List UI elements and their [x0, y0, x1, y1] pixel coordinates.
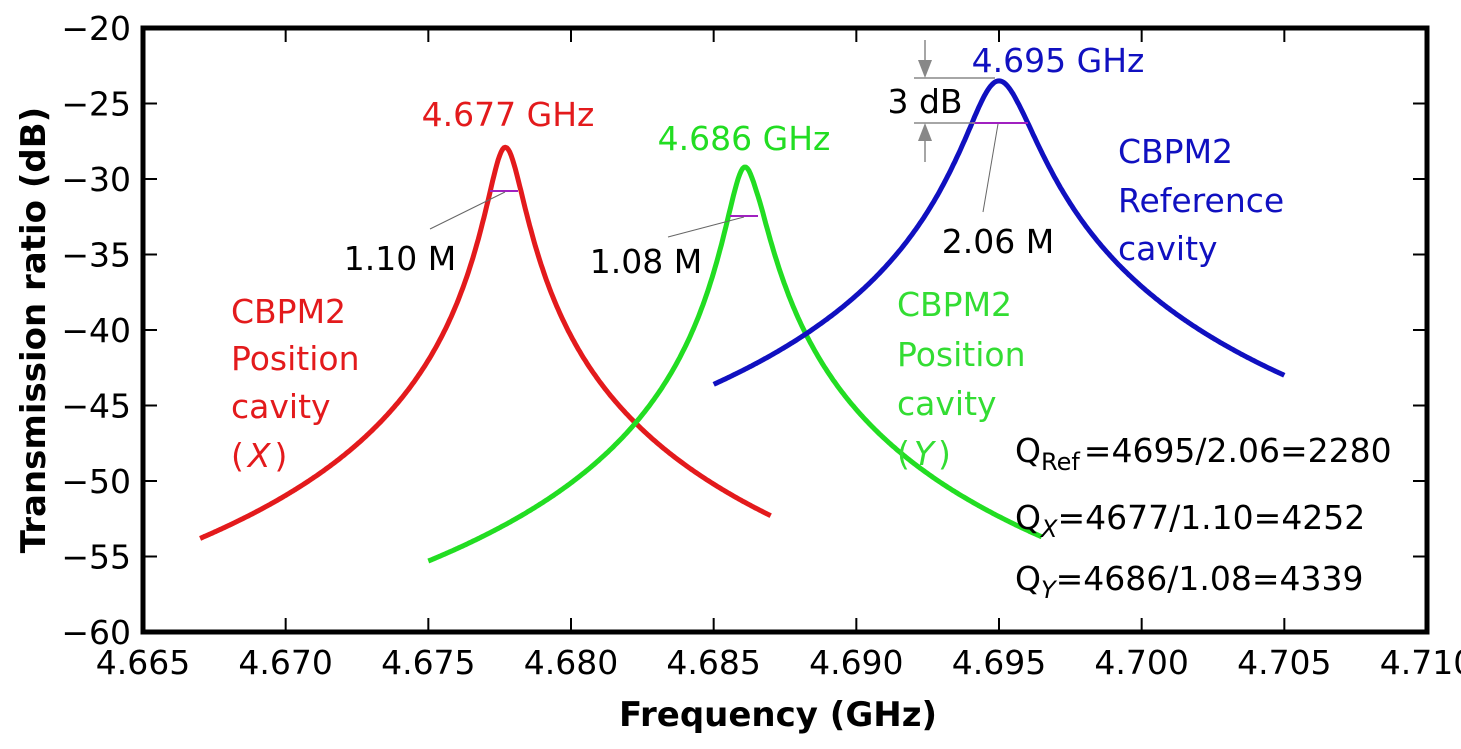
- leader-line-x: [429, 191, 506, 230]
- leader-line-y: [667, 216, 745, 238]
- y-axis-label: Transmission ratio (dB): [14, 107, 54, 553]
- bandwidth-label-y: 1.08 M: [590, 242, 702, 281]
- q-x: QX=4677/1.10=4252: [1015, 498, 1365, 543]
- svg-text:CBPM2: CBPM2: [231, 292, 346, 331]
- svg-text:Position: Position: [231, 339, 360, 378]
- series-line-2: [712, 78, 1286, 387]
- peak-label-x: 4.677 GHz: [422, 95, 595, 134]
- q-values: QRef =4695/2.06=2280 QX=4677/1.10=4252 QY…: [1015, 431, 1392, 604]
- curve-label-y: CBPM2 Position cavity (Y): [897, 285, 1026, 473]
- three-db-indicator: [914, 40, 995, 162]
- svg-text:Reference: Reference: [1118, 181, 1284, 220]
- q-y: QY=4686/1.08=4339: [1015, 559, 1364, 604]
- y-tick-label: −50: [61, 462, 131, 501]
- y-tick-label: −25: [61, 85, 131, 124]
- y-tick-label: −35: [61, 236, 131, 275]
- svg-text:Position: Position: [897, 335, 1026, 374]
- bandwidth-label-x: 1.10 M: [344, 239, 456, 278]
- x-tick-label: 4.680: [524, 643, 618, 682]
- bandwidth-label-ref: 2.06 M: [942, 222, 1054, 261]
- svg-text:(Y): (Y): [897, 434, 951, 473]
- y-tick-label: −45: [61, 387, 131, 426]
- three-db-label: 3 dB: [887, 82, 962, 121]
- x-axis-label: Frequency (GHz): [619, 695, 937, 735]
- svg-text:(X): (X): [231, 436, 287, 475]
- curve-label-ref: CBPM2 Reference cavity: [1118, 132, 1284, 268]
- x-tick-label: 4.675: [381, 643, 475, 682]
- svg-text:CBPM2: CBPM2: [1118, 132, 1233, 171]
- x-tick-label: 4.710: [1380, 643, 1461, 682]
- x-tick-label: 4.670: [238, 643, 332, 682]
- svg-text:cavity: cavity: [897, 384, 997, 423]
- y-tick-label: −40: [61, 311, 131, 350]
- x-tick-label: 4.705: [1237, 643, 1331, 682]
- series-line-1: [427, 164, 1043, 564]
- ticks-layer: 4.665 4.670 4.675 4.680 4.685 4.690 4.695 4.700…: [61, 9, 1461, 682]
- svg-text:cavity: cavity: [1118, 229, 1218, 268]
- q-ref: QRef =4695/2.06=2280: [1015, 431, 1392, 476]
- curves-layer: [199, 78, 1286, 564]
- x-tick-label: 4.700: [1094, 643, 1188, 682]
- y-tick-label: −30: [61, 160, 131, 199]
- leader-line-ref: [982, 123, 999, 213]
- y-tick-label: −55: [61, 538, 131, 577]
- y-tick-label: −20: [61, 9, 131, 48]
- x-tick-label: 4.690: [809, 643, 903, 682]
- peak-label-ref: 4.695 GHz: [972, 41, 1145, 80]
- svg-text:CBPM2: CBPM2: [897, 285, 1012, 324]
- series-line-0: [199, 144, 772, 541]
- y-tick-label: −60: [61, 613, 131, 652]
- x-tick-label: 4.695: [952, 643, 1046, 682]
- curve-label-x: CBPM2 Position cavity (X): [231, 292, 360, 475]
- x-tick-label: 4.685: [666, 643, 760, 682]
- svg-text:cavity: cavity: [231, 387, 331, 426]
- x-tick-label: 4.665: [96, 643, 190, 682]
- peak-label-y: 4.686 GHz: [658, 119, 831, 158]
